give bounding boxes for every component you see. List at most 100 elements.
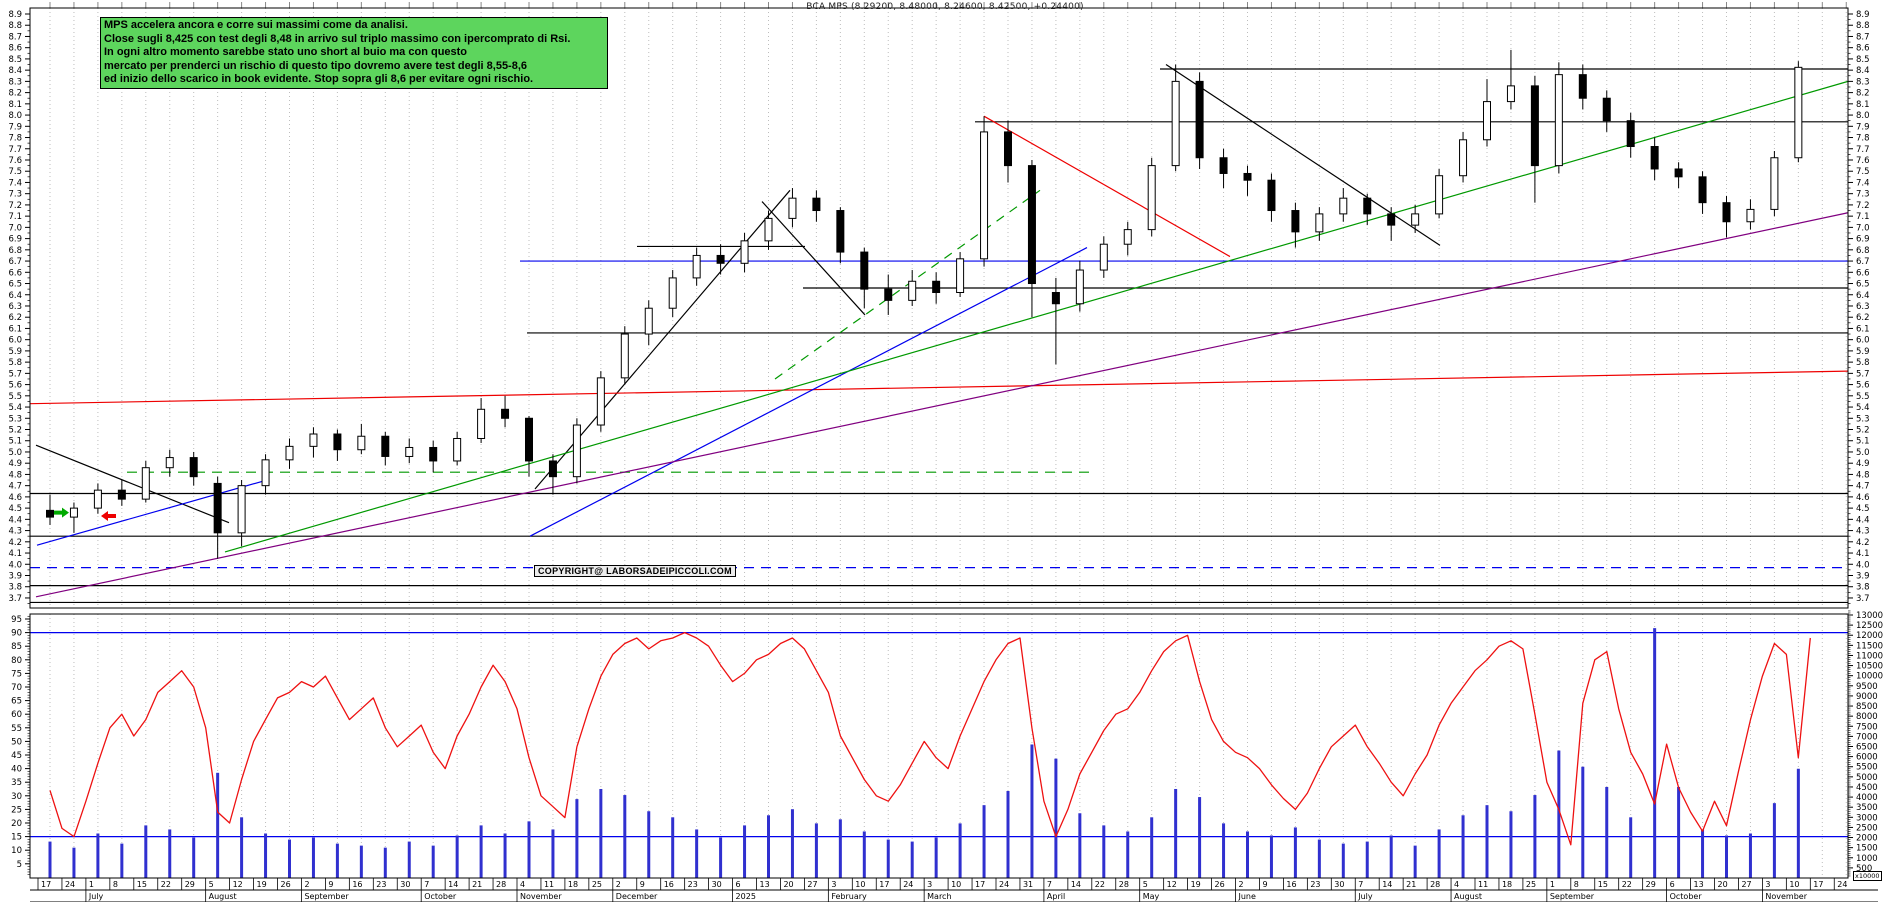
candle (46, 509, 54, 518)
volume-bar (958, 823, 962, 878)
month-label: November (520, 892, 562, 901)
week-tick-label: 22 (161, 880, 171, 889)
volume-bar (910, 841, 914, 878)
price-tick-label: 6.1 (8, 324, 22, 334)
price-tick-label: 4.5 (1856, 504, 1870, 514)
volume-tick-label: 500 (1856, 864, 1872, 874)
price-tick-label: 5.3 (8, 414, 22, 424)
candle (477, 408, 486, 439)
candle (644, 307, 653, 335)
volume-tick-label: 4500 (1856, 783, 1878, 793)
volume-bar (479, 825, 483, 878)
price-tick-label: 6.9 (8, 235, 22, 245)
price-tick-label: 4.9 (8, 459, 22, 469)
price-tick-label: 7.6 (1856, 156, 1870, 166)
volume-bar (1054, 758, 1058, 878)
candle (381, 435, 390, 457)
week-tick-label: 3 (1765, 880, 1770, 889)
volume-bar (527, 821, 531, 878)
price-tick-label: 5.5 (1856, 392, 1870, 402)
volume-bar (838, 819, 842, 878)
volume-bar (1605, 786, 1609, 878)
price-tick-label: 8.5 (1856, 55, 1870, 65)
price-tick-label: 5.6 (8, 381, 22, 391)
price-tick-label: 3.9 (1856, 572, 1870, 582)
candle (1123, 229, 1132, 245)
rsi-tick-label: 95 (11, 615, 22, 625)
price-tick-label: 5.8 (8, 358, 22, 368)
volume-bar (719, 837, 723, 878)
rsi-tick-label: 45 (11, 751, 22, 761)
candle (1315, 213, 1324, 233)
week-tick-label: 7 (424, 880, 429, 889)
rsi-tick-label: 35 (11, 778, 22, 788)
trendline-purple (35, 212, 1849, 598)
rsi-axis: 5 10 15 20 25 30 35 40 45 50 55 60 65 70 75 80 85 90 95 (11, 615, 30, 875)
week-tick-label: 30 (712, 880, 722, 889)
candle (213, 482, 222, 534)
week-tick-label: 23 (688, 880, 698, 889)
price-tick-label: 8.5 (8, 55, 22, 65)
week-tick-label: 16 (1286, 880, 1296, 889)
volume-tick-label: 1000 (1856, 854, 1878, 864)
rsi-tick-label: 5 (17, 860, 22, 870)
volume-bar (1150, 817, 1154, 878)
week-tick-label: 8 (113, 880, 118, 889)
month-label: December (616, 892, 658, 901)
price-tick-label: 4.2 (8, 538, 22, 548)
price-tick-label: 6.4 (1856, 291, 1870, 301)
volume-bar (1725, 835, 1728, 878)
rsi-tick-label: 20 (11, 819, 22, 829)
volume-tick-label: 7500 (1856, 722, 1878, 732)
candle (596, 377, 605, 426)
volume-bar (264, 833, 268, 878)
price-tick-label: 4.4 (8, 515, 22, 525)
rsi-tick-label: 60 (11, 710, 22, 720)
rsi-line (49, 631, 1811, 846)
price-tick-label: 4.5 (8, 504, 22, 514)
volume-bar (192, 837, 196, 878)
week-tick-label: 28 (1119, 880, 1129, 889)
volume-bar (1629, 817, 1633, 878)
candle (93, 489, 102, 509)
price-tick-label: 7.3 (8, 190, 22, 200)
analysis-note-line: mercato per prenderci un rischio di ques… (104, 59, 528, 72)
month-label: March (927, 892, 951, 901)
volume-bar (1102, 825, 1106, 878)
candle (237, 485, 246, 534)
rsi-tick-label: 65 (11, 697, 22, 707)
chart-markers (54, 507, 116, 521)
volume-bar (455, 835, 459, 878)
price-tick-label: 7.6 (8, 156, 22, 166)
price-tick-label: 7.8 (1856, 134, 1870, 144)
volume-bar (407, 841, 411, 878)
rsi-tick-label: 85 (11, 642, 22, 652)
candle (1674, 168, 1683, 178)
volume-tick-label: 1500 (1856, 844, 1878, 854)
week-tick-label: 23 (376, 880, 386, 889)
price-tick-label: 8.6 (1856, 44, 1870, 54)
week-tick-label: 29 (185, 880, 195, 889)
candle (285, 445, 294, 461)
price-tick-label: 3.9 (8, 572, 22, 582)
price-tick-label: 3.7 (8, 594, 22, 604)
price-tick-label: 4.6 (1856, 493, 1870, 503)
price-tick-label: 4.7 (1856, 482, 1870, 492)
volume-bar (1772, 803, 1776, 878)
rsi-tick-label: 75 (11, 669, 22, 679)
candle (1363, 197, 1372, 215)
candle (1626, 120, 1635, 148)
price-tick-label: 6.0 (1856, 336, 1870, 346)
candle (1435, 175, 1444, 215)
month-label: October (1670, 892, 1703, 901)
volume-bar (240, 817, 244, 878)
volume-tick-label: 8500 (1856, 702, 1878, 712)
price-tick-label: 5.4 (1856, 403, 1870, 413)
week-tick-label: 5 (209, 880, 214, 889)
candle (69, 507, 78, 518)
candle (1267, 179, 1276, 212)
price-tick-label: 7.2 (8, 201, 22, 211)
price-tick-label: 8.7 (1856, 32, 1870, 42)
week-tick-label: 24 (1837, 880, 1847, 889)
